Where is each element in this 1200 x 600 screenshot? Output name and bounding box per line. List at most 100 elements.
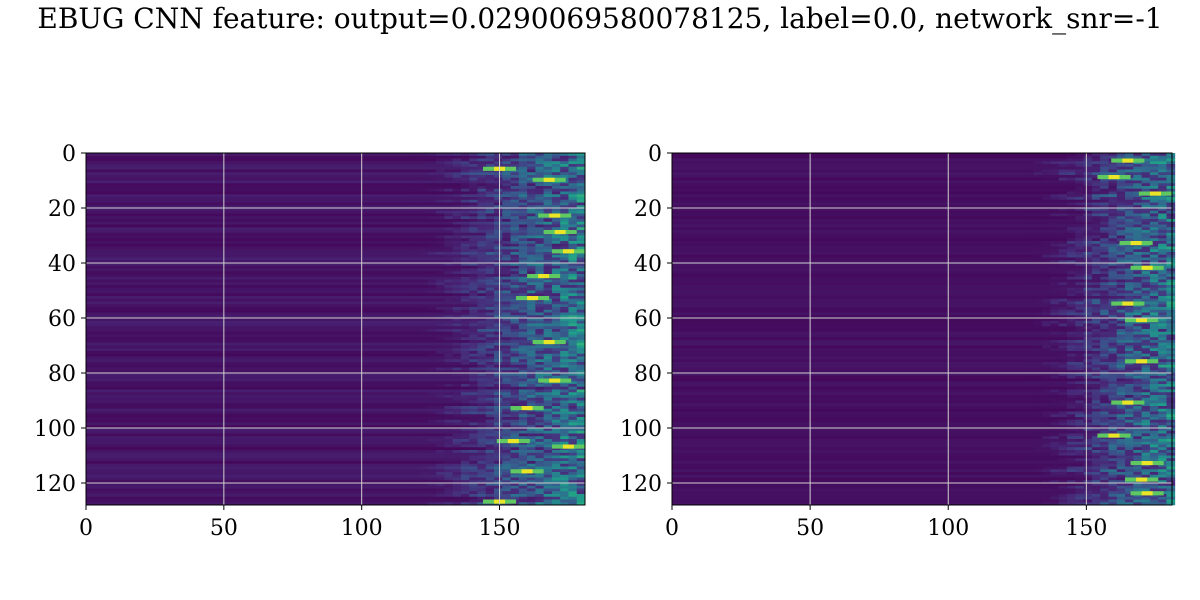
heatmap-cell <box>436 472 445 476</box>
heatmap-cell <box>1075 188 1085 192</box>
heatmap-cell <box>460 238 470 242</box>
heatmap-cell <box>1025 241 1035 245</box>
heatmap-cell <box>1141 307 1151 311</box>
heatmap-cell <box>469 488 478 492</box>
heatmap-cell <box>535 342 545 346</box>
heatmap-cell <box>543 326 553 330</box>
heatmap-cell <box>1033 279 1043 283</box>
heatmap-cell <box>444 375 454 379</box>
heatmap-cell <box>576 227 586 231</box>
heatmap-cell <box>1050 414 1060 418</box>
heatmap-cell <box>1067 164 1076 168</box>
heatmap-cell <box>1100 436 1109 440</box>
heatmap-cell <box>1158 241 1167 245</box>
heatmap-cell <box>1108 422 1118 426</box>
heatmap-cell <box>86 373 412 377</box>
heatmap-cell <box>494 290 503 294</box>
heatmap-cell <box>1050 439 1060 443</box>
heatmap-cell <box>460 177 470 181</box>
heatmap-cell <box>543 276 553 280</box>
heatmap-cell <box>568 375 578 379</box>
heatmap-cell <box>1158 315 1167 319</box>
heatmap-cell <box>1058 364 1068 368</box>
heatmap-cell <box>672 345 1027 349</box>
heatmap-cell <box>1050 298 1060 302</box>
heatmap-cell <box>551 439 561 443</box>
heatmap-cell <box>1058 287 1068 291</box>
heatmap-cell <box>560 348 569 352</box>
heatmap-cell <box>485 235 495 239</box>
heatmap-cell <box>460 340 470 344</box>
heatmap-cell <box>560 392 569 396</box>
heatmap-cell <box>436 469 445 473</box>
heatmap-cell <box>1091 205 1101 209</box>
heatmap-cell <box>411 243 420 247</box>
heatmap-cell <box>1058 378 1068 382</box>
heatmap-cell <box>576 381 586 385</box>
heatmap-cell <box>1141 276 1151 280</box>
heatmap-cell <box>460 252 470 256</box>
heatmap-cell <box>494 455 503 459</box>
heatmap-cell <box>527 392 536 396</box>
heatmap-cell <box>494 318 503 322</box>
heatmap-cell <box>510 496 520 500</box>
heatmap-cell <box>460 191 470 195</box>
heatmap-cell <box>1158 373 1167 377</box>
heatmap-cell <box>1067 406 1076 410</box>
heatmap-cell <box>543 375 553 379</box>
heatmap-cell <box>560 375 569 379</box>
heatmap-cell <box>460 378 470 382</box>
heatmap-cell <box>1166 373 1176 377</box>
heatmap-cell <box>518 298 528 302</box>
heatmap-cell <box>436 169 445 173</box>
heatmap-cell <box>1149 285 1159 289</box>
heatmap-cell <box>672 307 1027 311</box>
heatmap-cell <box>1091 172 1101 176</box>
heatmap-cell <box>1050 309 1060 313</box>
heatmap-cell <box>444 188 454 192</box>
heatmap-cell <box>1158 414 1167 418</box>
heatmap-cell <box>560 414 569 418</box>
heatmap-cell <box>568 474 578 478</box>
heatmap-cell <box>1067 375 1076 379</box>
heatmap-cell <box>502 458 511 462</box>
y-tick-label: 80 <box>48 362 76 387</box>
heatmap-cell <box>1100 411 1109 415</box>
heatmap-cell <box>502 304 511 308</box>
heatmap-cell <box>1133 411 1143 415</box>
heatmap-cell <box>436 477 445 481</box>
heatmap-cell <box>1025 169 1035 173</box>
heatmap-cell <box>427 386 437 390</box>
heatmap-cell <box>1075 436 1085 440</box>
heatmap-cell <box>469 378 478 382</box>
heatmap-cell <box>527 177 536 181</box>
heatmap-cell <box>1166 395 1176 399</box>
heatmap-cell <box>477 384 487 388</box>
heatmap-cell <box>1149 452 1159 456</box>
heatmap-cell <box>1166 282 1176 286</box>
heatmap-cell <box>86 419 412 423</box>
heatmap-cell <box>518 263 528 267</box>
heatmap-cell <box>1100 216 1109 220</box>
heatmap-cell <box>527 386 536 390</box>
heatmap-cell <box>1091 177 1101 181</box>
heatmap-cell <box>560 224 569 228</box>
heatmap-cell <box>411 340 420 344</box>
heatmap-cell <box>444 373 454 377</box>
heatmap-cell <box>436 309 445 313</box>
heatmap-cell <box>535 375 545 379</box>
heatmap-cell <box>1050 186 1060 190</box>
heatmap-cell <box>1042 296 1051 300</box>
heatmap-cell <box>419 389 429 393</box>
heatmap-cell <box>551 208 561 212</box>
heatmap-cell <box>1058 191 1068 195</box>
heatmap-cell <box>535 345 545 349</box>
heatmap-cell <box>444 447 454 451</box>
heatmap-cell <box>494 502 503 506</box>
heatmap-cell <box>485 274 495 278</box>
heatmap-cell <box>1025 455 1035 459</box>
heatmap-cell <box>460 296 470 300</box>
heatmap-cell <box>485 378 495 382</box>
heatmap-cell <box>427 463 437 467</box>
heatmap-cell <box>1058 337 1068 341</box>
